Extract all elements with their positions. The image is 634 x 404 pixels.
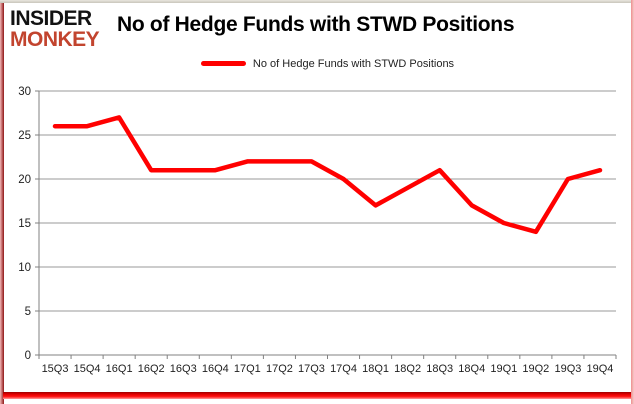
y-tick-label: 0: [25, 350, 31, 362]
x-tick-label: 16Q2: [138, 363, 165, 375]
x-tick-label: 16Q3: [170, 363, 197, 375]
x-tick-label: 17Q1: [234, 363, 261, 375]
y-tick-label: 10: [18, 262, 31, 274]
y-tick-label: 5: [25, 306, 31, 318]
chart-title: No of Hedge Funds with STWD Positions: [117, 13, 515, 36]
y-tick-label: 15: [18, 218, 31, 230]
y-tick-label: 30: [18, 86, 31, 98]
legend: No of Hedge Funds with STWD Positions: [39, 56, 616, 71]
x-tick-label: 15Q3: [42, 363, 69, 375]
x-tick-label: 19Q4: [587, 363, 614, 375]
logo-text-monkey: MONKEY: [10, 28, 100, 51]
legend-label: No of Hedge Funds with STWD Positions: [252, 57, 455, 70]
x-tick-label: 19Q3: [554, 363, 581, 375]
x-tick-label: 17Q2: [266, 363, 293, 375]
data-line-series: [52, 115, 603, 235]
top-border: [0, 0, 634, 3]
x-tick-label: 19Q2: [522, 363, 549, 375]
y-tick-label: 25: [18, 130, 31, 142]
insider-monkey-logo: INSIDER MONKEY: [10, 7, 100, 51]
y-tick-label: 20: [18, 174, 31, 186]
left-border: [0, 0, 4, 404]
x-tick-label: 19Q1: [490, 363, 517, 375]
logo-text-insider: INSIDER: [10, 7, 92, 30]
x-tick-label: 17Q3: [298, 363, 325, 375]
x-tick-label: 17Q4: [330, 363, 357, 375]
bottom-red-bar: [3, 392, 631, 399]
x-tick-label: 16Q4: [202, 363, 229, 375]
x-tick-label: 15Q4: [74, 363, 101, 375]
x-tick-label: 18Q3: [426, 363, 453, 375]
x-tick-label: 16Q1: [106, 363, 133, 375]
x-tick-label: 18Q2: [394, 363, 421, 375]
x-tick-label: 18Q1: [362, 363, 389, 375]
right-border: [631, 0, 634, 404]
legend-line-swatch: [200, 61, 246, 66]
x-tick-label: 18Q4: [458, 363, 485, 375]
